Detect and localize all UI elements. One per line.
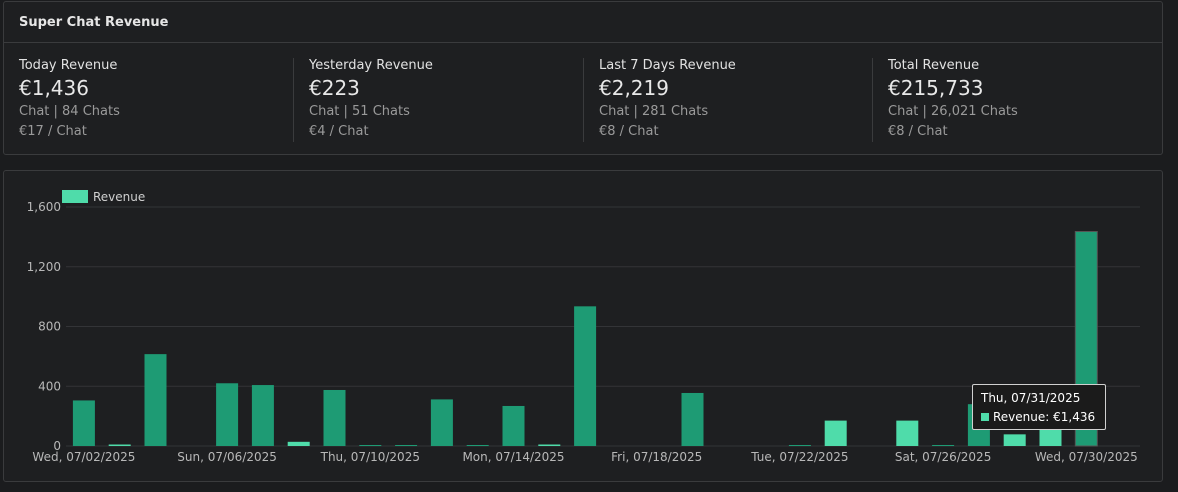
bar xyxy=(502,405,525,446)
bar xyxy=(681,392,704,446)
y-tick-label: 800 xyxy=(38,320,61,334)
stat-value: €2,219 xyxy=(599,76,669,100)
y-tick-label: 400 xyxy=(38,379,61,393)
stats-row: Today Revenue €1,436 Chat | 84 Chats €17… xyxy=(4,43,1162,155)
chart-tooltip: Thu, 07/31/2025 Revenue: €1,436 xyxy=(972,384,1106,430)
bar xyxy=(824,420,847,446)
stat-value: €223 xyxy=(309,76,360,100)
bar xyxy=(216,383,239,446)
stat-per-chat: €8 / Chat xyxy=(888,124,948,139)
tooltip-swatch xyxy=(981,413,989,421)
x-tick-label: Sun, 07/06/2025 xyxy=(177,450,277,464)
bar xyxy=(359,445,382,446)
revenue-bar-chart[interactable]: 0 400 800 1,200 1,600 Wed, 07/02/2025 Sun, 07/… xyxy=(4,171,1162,481)
stat-total: Total Revenue €215,733 Chat | 26,021 Cha… xyxy=(872,58,1163,142)
stat-chats: Chat | 281 Chats xyxy=(599,104,709,119)
bar xyxy=(788,445,811,446)
stat-label: Today Revenue xyxy=(19,58,118,73)
bar xyxy=(466,445,489,446)
stat-per-chat: €4 / Chat xyxy=(309,124,369,139)
bar xyxy=(1003,434,1026,446)
stat-chats: Chat | 26,021 Chats xyxy=(888,104,1018,119)
stat-value: €1,436 xyxy=(19,76,89,100)
stat-yesterday: Yesterday Revenue €223 Chat | 51 Chats €… xyxy=(293,58,584,142)
stat-per-chat: €8 / Chat xyxy=(599,124,659,139)
tooltip-label: Revenue: €1,436 xyxy=(993,410,1096,424)
x-tick-label: Fri, 07/18/2025 xyxy=(611,450,702,464)
card-title: Super Chat Revenue xyxy=(4,2,1162,43)
bar xyxy=(574,306,597,446)
bar xyxy=(430,399,453,446)
stat-label: Last 7 Days Revenue xyxy=(599,58,736,73)
bar xyxy=(108,444,131,446)
bar xyxy=(323,389,346,446)
stat-per-chat: €17 / Chat xyxy=(19,124,87,139)
y-tick-label: 0 xyxy=(53,439,61,453)
x-tick-label: Wed, 07/30/2025 xyxy=(1035,450,1138,464)
bar xyxy=(896,420,919,446)
legend-label: Revenue xyxy=(93,190,145,204)
stat-today: Today Revenue €1,436 Chat | 84 Chats €17… xyxy=(19,58,294,142)
bar xyxy=(251,385,274,446)
stat-chats: Chat | 84 Chats xyxy=(19,104,120,119)
stat-last-7-days: Last 7 Days Revenue €2,219 Chat | 281 Ch… xyxy=(583,58,874,142)
summary-card: Super Chat Revenue Today Revenue €1,436 … xyxy=(3,1,1163,155)
stat-label: Total Revenue xyxy=(888,58,980,73)
bar xyxy=(395,445,418,446)
stat-label: Yesterday Revenue xyxy=(309,58,433,73)
stat-value: €215,733 xyxy=(888,76,984,100)
bar xyxy=(538,444,561,446)
x-tick-label: Wed, 07/02/2025 xyxy=(32,450,135,464)
x-tick-label: Thu, 07/10/2025 xyxy=(320,450,420,464)
x-tick-label: Tue, 07/22/2025 xyxy=(750,450,848,464)
tooltip-row: Revenue: €1,436 xyxy=(981,410,1097,424)
tooltip-title: Thu, 07/31/2025 xyxy=(981,391,1081,405)
x-tick-label: Sat, 07/26/2025 xyxy=(895,450,991,464)
stat-chats: Chat | 51 Chats xyxy=(309,104,410,119)
y-tick-label: 1,600 xyxy=(27,200,61,214)
revenue-chart-card: 0 400 800 1,200 1,600 Wed, 07/02/2025 Sun, 07/… xyxy=(3,170,1163,482)
x-tick-label: Mon, 07/14/2025 xyxy=(462,450,564,464)
bar xyxy=(287,441,310,446)
bar xyxy=(72,400,95,446)
bar xyxy=(932,445,955,446)
bar xyxy=(144,354,167,446)
legend-swatch xyxy=(62,190,88,203)
y-tick-label: 1,200 xyxy=(27,260,61,274)
